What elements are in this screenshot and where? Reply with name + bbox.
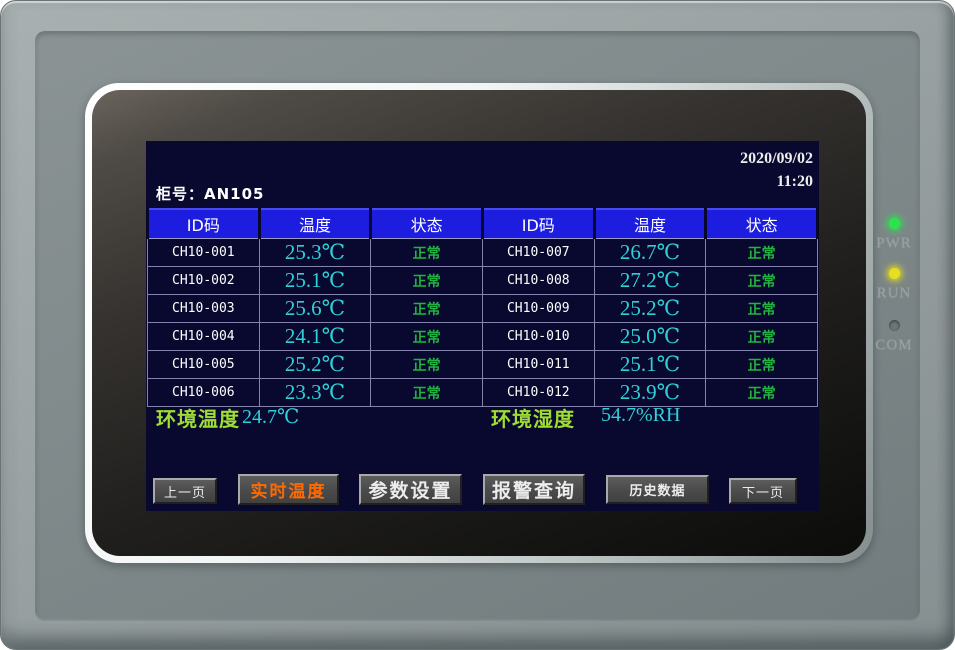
- header-status: 状态: [704, 208, 819, 239]
- channel-status: 正常: [705, 266, 818, 295]
- channel-temp: 25.2℃: [593, 294, 707, 323]
- alarm-query-button[interactable]: 报警查询: [483, 474, 585, 505]
- channel-temp: 25.3℃: [258, 238, 372, 267]
- channel-id: CH10-007: [481, 238, 595, 267]
- run-led-icon: [888, 268, 900, 279]
- channel-temp: 23.3℃: [258, 378, 372, 407]
- ambient-humidity-label: 环境湿度: [491, 407, 575, 431]
- table-row: CH10-005 25.2℃ 正常 CH10-011 25.1℃ 正常: [147, 350, 818, 379]
- cabinet-label-text: 柜号：: [156, 185, 205, 203]
- cabinet-number: AN105: [204, 185, 265, 203]
- channel-id: CH10-009: [481, 294, 595, 323]
- channel-id: CH10-003: [147, 294, 260, 323]
- run-indicator: RUN: [867, 268, 921, 302]
- pwr-indicator: PWR: [867, 218, 921, 252]
- channel-status: 正常: [370, 266, 483, 295]
- ambient-temp-value: 24.7℃: [242, 406, 300, 428]
- table-row: CH10-003 25.6℃ 正常 CH10-009 25.2℃ 正常: [147, 294, 818, 323]
- channel-status: 正常: [705, 350, 818, 379]
- header-id: ID码: [146, 208, 261, 239]
- table-row: CH10-002 25.1℃ 正常 CH10-008 27.2℃ 正常: [147, 266, 818, 295]
- channel-temp: 24.1℃: [258, 322, 372, 351]
- run-led-label: RUN: [876, 285, 912, 301]
- com-indicator: COM: [867, 320, 921, 354]
- table-row: CH10-004 24.1℃ 正常 CH10-010 25.0℃ 正常: [147, 322, 818, 351]
- table-row: CH10-001 25.3℃ 正常 CH10-007 26.7℃ 正常: [147, 238, 818, 267]
- header-temp: 温度: [257, 208, 373, 239]
- param-settings-button[interactable]: 参数设置: [359, 474, 462, 505]
- channel-temp: 25.2℃: [258, 350, 372, 379]
- channel-status: 正常: [705, 294, 818, 323]
- channel-id: CH10-012: [481, 378, 595, 407]
- channel-status: 正常: [705, 238, 818, 267]
- channel-status: 正常: [370, 350, 483, 379]
- table-header-row: ID码 温度 状态 ID码 温度 状态: [146, 208, 819, 239]
- cabinet-label: 柜号：AN105: [156, 183, 265, 204]
- lcd-screen: 2020/09/02 11:20 柜号：AN105 ID码 温度 状态 ID码 …: [146, 141, 819, 511]
- header-id: ID码: [480, 208, 596, 239]
- header-temp: 温度: [592, 208, 708, 239]
- channel-temp: 25.1℃: [593, 350, 707, 379]
- channel-temp: 25.6℃: [258, 294, 372, 323]
- channel-temp: 23.9℃: [593, 378, 707, 407]
- channel-id: CH10-001: [147, 238, 260, 267]
- channel-status: 正常: [370, 238, 483, 267]
- date-display: 2020/09/02: [740, 150, 813, 167]
- channel-status: 正常: [370, 294, 483, 323]
- channel-id: CH10-005: [147, 350, 260, 379]
- channel-temp: 27.2℃: [593, 266, 707, 295]
- channel-status: 正常: [370, 322, 483, 351]
- channel-temp: 25.0℃: [593, 322, 707, 351]
- channel-id: CH10-002: [147, 266, 260, 295]
- channel-status: 正常: [370, 378, 483, 407]
- channel-id: CH10-008: [481, 266, 595, 295]
- channel-table: ID码 温度 状态 ID码 温度 状态 CH10-001 25.3℃ 正常 CH…: [146, 208, 819, 407]
- header-status: 状态: [369, 208, 484, 239]
- channel-temp: 25.1℃: [258, 266, 372, 295]
- channel-status: 正常: [705, 322, 818, 351]
- realtime-temp-button[interactable]: 实时温度: [238, 474, 339, 505]
- pwr-led-icon: [888, 218, 900, 229]
- channel-id: CH10-010: [481, 322, 595, 351]
- ambient-humidity-value: 54.7%RH: [601, 404, 681, 426]
- com-led-icon: [888, 320, 900, 331]
- next-page-button[interactable]: 下一页: [729, 478, 797, 504]
- pwr-led-label: PWR: [876, 235, 912, 251]
- com-led-label: COM: [875, 337, 913, 353]
- channel-status: 正常: [705, 378, 818, 407]
- ambient-temp-label: 环境温度: [156, 407, 240, 431]
- history-data-button[interactable]: 历史数据: [606, 475, 709, 504]
- channel-id: CH10-006: [147, 378, 260, 407]
- datetime-display: 2020/09/02 11:20: [740, 147, 813, 193]
- channel-id: CH10-011: [481, 350, 595, 379]
- prev-page-button[interactable]: 上一页: [153, 478, 217, 504]
- channel-temp: 26.7℃: [593, 238, 707, 267]
- channel-id: CH10-004: [147, 322, 260, 351]
- table-row: CH10-006 23.3℃ 正常 CH10-012 23.9℃ 正常: [147, 378, 818, 407]
- time-display: 11:20: [776, 173, 813, 190]
